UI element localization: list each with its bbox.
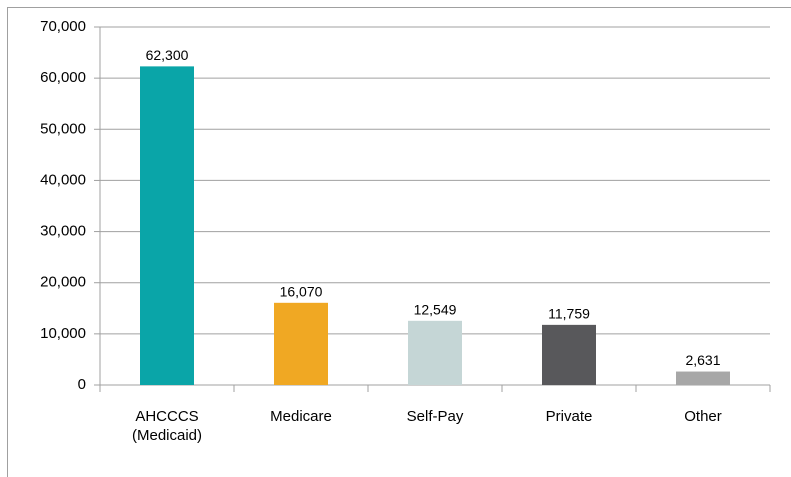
value-label: 12,549 — [414, 302, 457, 318]
bar — [676, 371, 730, 385]
y-tick-label: 20,000 — [40, 274, 86, 291]
bar — [542, 324, 596, 385]
y-tick-label: 70,000 — [40, 18, 86, 35]
value-label: 2,631 — [685, 352, 720, 368]
x-tick-label: Self-Pay — [406, 408, 464, 425]
value-label: 11,759 — [548, 306, 590, 322]
y-tick-label: 60,000 — [40, 69, 86, 86]
x-tick-label: Medicare — [270, 408, 332, 425]
bar — [140, 66, 194, 385]
y-tick-label: 40,000 — [40, 171, 86, 188]
x-tick-label: Private — [545, 408, 593, 425]
value-label: 16,070 — [280, 284, 323, 300]
x-tick-label: AHCCCS (Medicaid) — [131, 408, 203, 444]
y-tick-label: 10,000 — [40, 325, 86, 342]
y-tick-label: 50,000 — [40, 120, 86, 137]
bar — [274, 302, 328, 385]
y-tick-label: 0 — [78, 376, 86, 393]
value-label: 62,300 — [146, 47, 189, 63]
y-tick-label: 30,000 — [40, 223, 86, 240]
x-tick-label: Other — [684, 408, 722, 425]
bar — [408, 320, 462, 385]
